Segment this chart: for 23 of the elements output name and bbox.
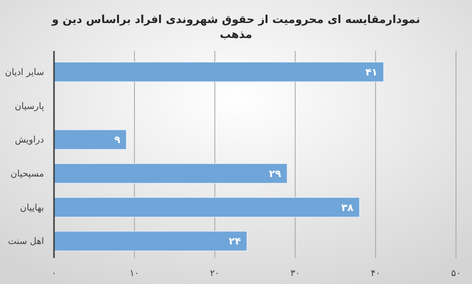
y-tick-label: پارسیان: [14, 102, 44, 112]
bar: [54, 230, 248, 252]
x-tick-label: ۳۰: [290, 269, 300, 279]
x-tick-label: ۴۰: [370, 269, 380, 279]
y-tick-label: دراویش: [14, 136, 44, 146]
y-tick-label: مسیحیان: [10, 170, 44, 180]
bar: [54, 129, 127, 150]
data-label: ۲۴: [228, 236, 241, 248]
chart-title: نمودارمقایسه ای محرومیت از حقوق شهروندی افراد براساس دین و مذهب: [50, 12, 422, 42]
y-tick-label: بهاییان: [20, 203, 44, 214]
x-tick-label: ۰: [52, 269, 56, 279]
data-label: ۳۸: [341, 202, 354, 214]
y-tick-label: اهل سنت: [8, 237, 44, 248]
y-tick-label: سایر ادیان: [5, 68, 44, 78]
data-label: ۹: [114, 135, 120, 146]
data-label: ۴۱: [365, 67, 378, 78]
x-tick-label: ۲۰: [210, 269, 220, 279]
data-label: ۲۹: [268, 168, 282, 180]
bar: [54, 62, 384, 82]
bar: [54, 163, 288, 184]
x-tick-label: ۱۰: [130, 269, 140, 279]
bar: [54, 197, 360, 218]
x-tick-label: ۵۰: [451, 269, 461, 279]
